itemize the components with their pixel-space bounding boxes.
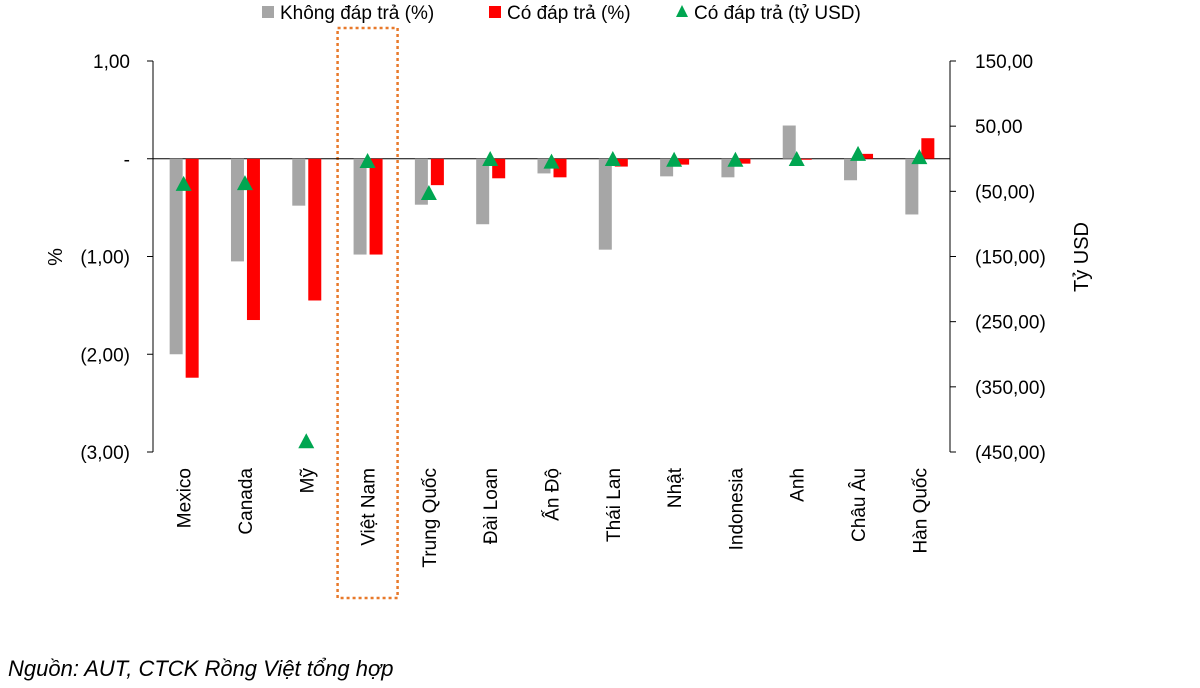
marker-co-dap-tra-usd-11: [850, 145, 867, 161]
bar-co-dap-tra-3: [369, 158, 383, 255]
y-axis-title: %: [45, 248, 67, 266]
marker-co-dap-tra-usd-8: [666, 151, 683, 167]
bar-co-dap-tra-6: [553, 158, 567, 178]
marker-co-dap-tra-usd-6: [543, 153, 560, 169]
legend-label: Có đáp trả (tỷ USD): [694, 3, 861, 24]
bar-co-dap-tra-10: [798, 158, 812, 160]
bar-khong-dap-tra-0: [169, 158, 183, 355]
category-label: Châu Âu: [848, 468, 870, 542]
category-label: Mexico: [175, 468, 196, 528]
category-label: Nhật: [665, 467, 686, 508]
bar-khong-dap-tra-1: [230, 158, 244, 262]
bar-co-dap-tra-4: [430, 158, 444, 186]
marker-co-dap-tra-usd-4: [420, 184, 437, 200]
bar-co-dap-tra-2: [308, 158, 322, 301]
right-tick-label: 50,00: [975, 117, 1023, 138]
marker-co-dap-tra-usd-2: [298, 433, 315, 449]
bar-khong-dap-tra-5: [476, 158, 490, 225]
category-label: Indonesia: [726, 468, 747, 551]
category-label: Đài Loan: [481, 468, 502, 544]
legend-swatch-1: [489, 6, 501, 18]
highlight-box: [336, 26, 399, 600]
bar-khong-dap-tra-12: [905, 158, 919, 215]
category-label: Mỹ: [297, 468, 318, 494]
bar-khong-dap-tra-10: [782, 125, 796, 159]
marker-co-dap-tra-usd-5: [482, 151, 499, 167]
right-tick-label: (150,00): [975, 248, 1046, 269]
left-tick-label: -: [124, 150, 130, 171]
category-label: Hàn Quốc: [910, 468, 931, 554]
bar-co-dap-tra-11: [860, 153, 874, 159]
marker-co-dap-tra-usd-9: [727, 151, 744, 167]
right-tick-label: 150,00: [975, 52, 1033, 73]
right-tick-label: (350,00): [975, 378, 1046, 399]
marker-co-dap-tra-usd-1: [236, 175, 253, 191]
category-label: Trung Quốc: [420, 468, 441, 568]
left-tick-label: (2,00): [80, 345, 130, 366]
legend-label: Có đáp trả (%): [507, 3, 631, 24]
marker-co-dap-tra-usd-3: [359, 153, 376, 169]
left-tick-label: 1,00: [93, 52, 130, 73]
category-label: Thái Lan: [604, 468, 625, 542]
marker-co-dap-tra-usd-0: [175, 175, 192, 191]
bar-khong-dap-tra-7: [598, 158, 612, 250]
legend-swatch-0: [262, 6, 274, 18]
marker-co-dap-tra-usd-7: [604, 151, 621, 167]
bar-co-dap-tra-8: [676, 158, 690, 165]
right-tick-label: (250,00): [975, 313, 1046, 334]
bar-co-dap-tra-9: [737, 158, 751, 164]
left-tick-label: (1,00): [80, 248, 130, 269]
marker-co-dap-tra-usd-12: [911, 149, 928, 165]
marker-co-dap-tra-usd-10: [788, 151, 805, 167]
bar-khong-dap-tra-2: [292, 158, 306, 206]
bar-co-dap-tra-12: [921, 138, 935, 159]
bar-co-dap-tra-1: [246, 158, 260, 321]
bar-co-dap-tra-0: [185, 158, 199, 378]
source-note: Nguồn: AUT, CTCK Rồng Việt tổng hợp: [8, 656, 394, 681]
category-label: Canada: [236, 468, 257, 535]
bar-khong-dap-tra-11: [844, 158, 858, 181]
bar-co-dap-tra-7: [614, 158, 628, 167]
y2-axis-title: Tỷ USD: [1071, 222, 1093, 292]
right-tick-label: (50,00): [975, 182, 1035, 203]
category-label: Việt Nam: [359, 468, 380, 546]
bar-khong-dap-tra-3: [353, 158, 367, 255]
right-tick-label: (450,00): [975, 443, 1046, 464]
category-label: Anh: [788, 468, 809, 502]
legend-label: Không đáp trả (%): [280, 3, 434, 24]
category-label: Ấn Độ: [542, 468, 564, 521]
left-tick-label: (3,00): [80, 443, 130, 464]
legend-swatch-2: [676, 5, 688, 17]
